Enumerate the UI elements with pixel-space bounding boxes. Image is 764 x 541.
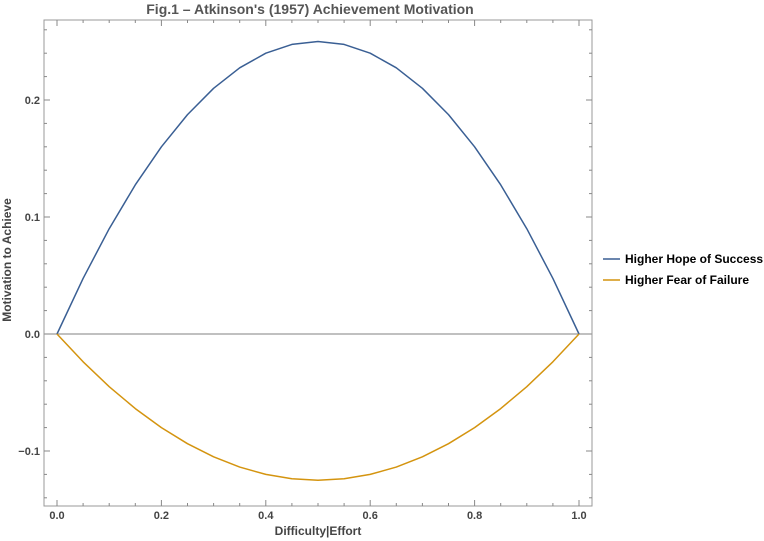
chart-title: Fig.1 – Atkinson's (1957) Achievement Mo… xyxy=(146,1,473,17)
y-tick-label: 0.2 xyxy=(25,95,40,107)
x-axis-label: Difficulty|Effort xyxy=(275,524,362,538)
x-tick-label: 0.0 xyxy=(49,510,64,522)
y-tick-label: 0.1 xyxy=(25,212,40,224)
y-axis-label: Motivation to Achieve xyxy=(0,198,14,322)
x-tick-label: 0.4 xyxy=(258,510,274,522)
y-tick-label: −0.1 xyxy=(18,446,40,458)
x-tick-label: 0.2 xyxy=(154,510,169,522)
plot-frame xyxy=(43,19,593,507)
series-line-hope-of-success xyxy=(56,40,580,335)
series-group xyxy=(56,40,580,481)
x-tick-label: 1.0 xyxy=(571,510,586,522)
y-tick-label: 0.0 xyxy=(25,329,40,341)
x-tick-label: 0.6 xyxy=(363,510,378,522)
axis-ticks xyxy=(44,20,592,506)
x-tick-label: 0.8 xyxy=(467,510,482,522)
legend: Higher Hope of Success Higher Fear of Fa… xyxy=(603,252,763,287)
series-line-fear-of-failure xyxy=(56,333,580,481)
axis-tick-labels: 0.0 0.2 0.4 0.6 0.8 1.0 −0.1 0.0 0.1 0.2 xyxy=(18,95,586,522)
legend-label-hope-of-success: Higher Hope of Success xyxy=(625,252,763,266)
legend-label-fear-of-failure: Higher Fear of Failure xyxy=(625,273,749,287)
